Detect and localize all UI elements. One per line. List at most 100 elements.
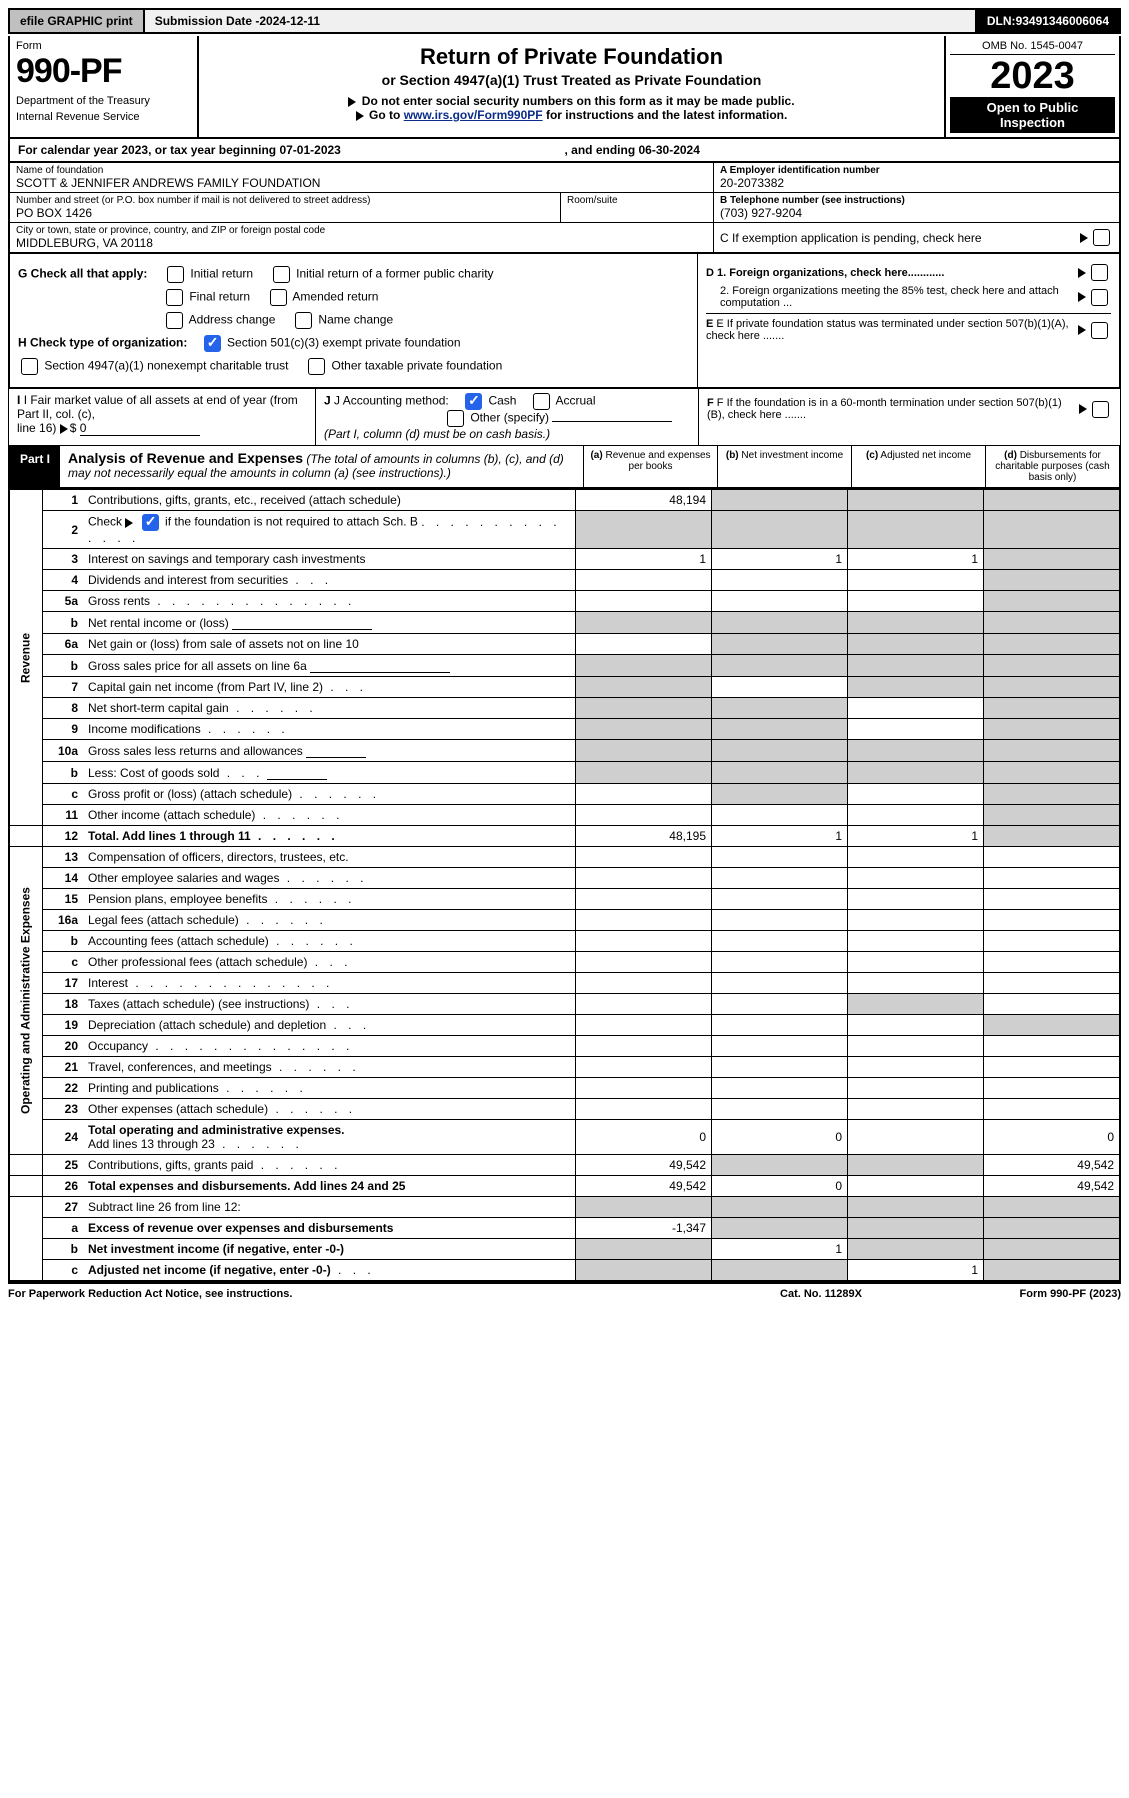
i-label: I Fair market value of all assets at end… bbox=[17, 393, 298, 421]
l27-num: 27 bbox=[43, 1197, 84, 1218]
g-initial-former-check[interactable] bbox=[273, 266, 290, 283]
subdate-label: Submission Date - bbox=[155, 14, 260, 28]
dln: DLN: 93491346006064 bbox=[977, 10, 1119, 32]
phone-label: B Telephone number (see instructions) bbox=[720, 195, 1113, 206]
l24-desc: Total operating and administrative expen… bbox=[83, 1120, 576, 1155]
g-address-change-check[interactable] bbox=[166, 312, 183, 329]
f-checkbox[interactable] bbox=[1092, 401, 1109, 418]
l14-desc: Other employee salaries and wages bbox=[83, 868, 576, 889]
l2-checkbox[interactable] bbox=[142, 514, 159, 531]
ein: 20-2073382 bbox=[720, 176, 1113, 190]
l17-desc: Interest bbox=[83, 973, 576, 994]
form-title: Return of Private Foundation bbox=[209, 44, 934, 70]
triangle-icon bbox=[1080, 233, 1088, 243]
entity-info: Name of foundation SCOTT & JENNIFER ANDR… bbox=[8, 163, 1121, 254]
table-row: 3 Interest on savings and temporary cash… bbox=[9, 549, 1120, 570]
g-name-change-check[interactable] bbox=[295, 312, 312, 329]
g-amended-check[interactable] bbox=[270, 289, 287, 306]
part1-badge: Part I bbox=[10, 446, 60, 487]
table-row: 2 Check if the foundation is not require… bbox=[9, 511, 1120, 549]
l13-desc: Compensation of officers, directors, tru… bbox=[83, 847, 576, 868]
j-other-line bbox=[552, 421, 672, 422]
h-opt2: Section 4947(a)(1) nonexempt charitable … bbox=[44, 359, 288, 373]
cal-begin: 07-01-2023 bbox=[279, 143, 340, 157]
h-opt3: Other taxable private foundation bbox=[332, 359, 503, 373]
h-4947-check[interactable] bbox=[21, 358, 38, 375]
table-row: c Gross profit or (loss) (attach schedul… bbox=[9, 784, 1120, 805]
j-cash-check[interactable] bbox=[465, 393, 482, 410]
efile-badge[interactable]: efile GRAPHIC print bbox=[10, 10, 145, 32]
h-opt1: Section 501(c)(3) exempt private foundat… bbox=[227, 336, 460, 350]
table-row: 19 Depreciation (attach schedule) and de… bbox=[9, 1015, 1120, 1036]
l10b-desc: Less: Cost of goods sold bbox=[83, 762, 576, 784]
l25-d: 49,542 bbox=[984, 1155, 1121, 1176]
form-number: 990-PF bbox=[16, 52, 191, 91]
table-row: 9 Income modifications bbox=[9, 719, 1120, 740]
subdate-value: 2024-12-11 bbox=[259, 14, 320, 28]
g-opt1: Initial return of a former public charit… bbox=[296, 267, 493, 281]
submission-date: Submission Date - 2024-12-11 bbox=[145, 10, 977, 32]
dln-value: 93491346006064 bbox=[1016, 14, 1109, 28]
h-501c3-check[interactable] bbox=[204, 335, 221, 352]
street: PO BOX 1426 bbox=[16, 206, 554, 220]
table-row: c Other professional fees (attach schedu… bbox=[9, 952, 1120, 973]
table-row: 11 Other income (attach schedule) bbox=[9, 805, 1120, 826]
table-row: b Less: Cost of goods sold bbox=[9, 762, 1120, 784]
l12-num: 12 bbox=[43, 826, 84, 847]
d2: 2. Foreign organizations meeting the 85%… bbox=[706, 285, 1078, 309]
roomsuite-label: Room/suite bbox=[567, 195, 707, 206]
l13-num: 13 bbox=[43, 847, 84, 868]
l16a-desc: Legal fees (attach schedule) bbox=[83, 910, 576, 931]
form-header: Form 990-PF Department of the Treasury I… bbox=[8, 36, 1121, 139]
g-opt0: Initial return bbox=[190, 267, 253, 281]
h-other-taxable-check[interactable] bbox=[308, 358, 325, 375]
table-row: b Gross sales price for all assets on li… bbox=[9, 655, 1120, 677]
l2-desc: Check if the foundation is not required … bbox=[83, 511, 576, 549]
l6b-num: b bbox=[43, 655, 84, 677]
l27c-c: 1 bbox=[848, 1260, 984, 1282]
l5a-num: 5a bbox=[43, 591, 84, 612]
footer-left: For Paperwork Reduction Act Notice, see … bbox=[8, 1288, 721, 1300]
e-text: E If private foundation status was termi… bbox=[706, 318, 1069, 342]
l25-desc: Contributions, gifts, grants paid bbox=[83, 1155, 576, 1176]
g-final-return-check[interactable] bbox=[166, 289, 183, 306]
city-label: City or town, state or province, country… bbox=[16, 225, 707, 236]
g-initial-return-check[interactable] bbox=[167, 266, 184, 283]
c-checkbox[interactable] bbox=[1093, 229, 1110, 246]
table-row: 27 Subtract line 26 from line 12: bbox=[9, 1197, 1120, 1218]
l22-num: 22 bbox=[43, 1078, 84, 1099]
tax-year: 2023 bbox=[950, 57, 1115, 95]
j-other-check[interactable] bbox=[447, 410, 464, 427]
triangle-icon bbox=[60, 424, 68, 434]
l1-num: 1 bbox=[43, 490, 84, 511]
l26-desc: Total expenses and disbursements. Add li… bbox=[83, 1176, 576, 1197]
table-row: Operating and Administrative Expenses 13… bbox=[9, 847, 1120, 868]
l26-b: 0 bbox=[712, 1176, 848, 1197]
j-other: Other (specify) bbox=[470, 411, 549, 425]
l26-a: 49,542 bbox=[576, 1176, 712, 1197]
l3-num: 3 bbox=[43, 549, 84, 570]
d1-checkbox[interactable] bbox=[1091, 264, 1108, 281]
l15-desc: Pension plans, employee benefits bbox=[83, 889, 576, 910]
col-a: Revenue and expenses per books bbox=[605, 450, 710, 472]
l24-d: 0 bbox=[984, 1120, 1121, 1155]
e-checkbox[interactable] bbox=[1091, 322, 1108, 339]
l15-num: 15 bbox=[43, 889, 84, 910]
l16c-desc: Other professional fees (attach schedule… bbox=[83, 952, 576, 973]
l2-pre: Check bbox=[88, 515, 125, 529]
l21-desc: Travel, conferences, and meetings bbox=[83, 1057, 576, 1078]
j-accrual-check[interactable] bbox=[533, 393, 550, 410]
l1-a: 48,194 bbox=[576, 490, 712, 511]
l23-desc: Other expenses (attach schedule) bbox=[83, 1099, 576, 1120]
dept: Department of the Treasury bbox=[16, 95, 191, 107]
part1-table: Revenue 1 Contributions, gifts, grants, … bbox=[8, 489, 1121, 1282]
table-row: 8 Net short-term capital gain bbox=[9, 698, 1120, 719]
l20-desc: Occupancy bbox=[83, 1036, 576, 1057]
d2-checkbox[interactable] bbox=[1091, 289, 1108, 306]
triangle-icon bbox=[1078, 268, 1086, 278]
l6b-desc: Gross sales price for all assets on line… bbox=[83, 655, 576, 677]
j-cash: Cash bbox=[488, 394, 516, 408]
instructions-link[interactable]: www.irs.gov/Form990PF bbox=[404, 108, 543, 122]
l5a-desc: Gross rents bbox=[83, 591, 576, 612]
l10c-desc: Gross profit or (loss) (attach schedule) bbox=[83, 784, 576, 805]
